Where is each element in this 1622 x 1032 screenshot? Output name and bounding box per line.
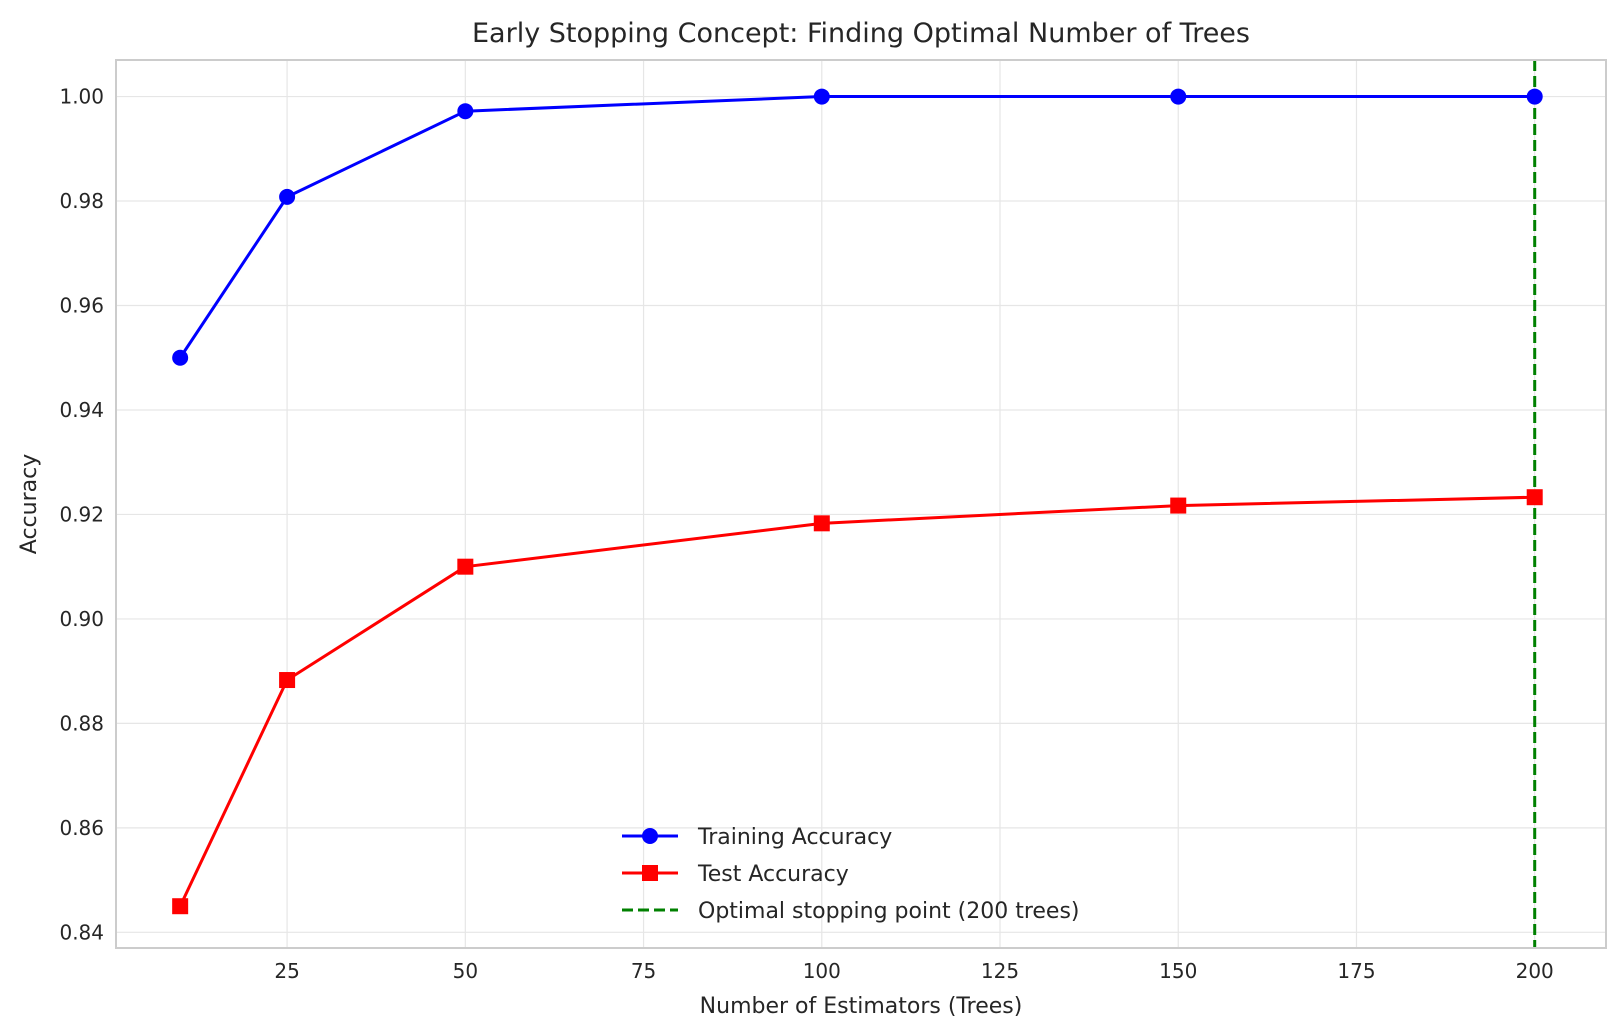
- x-axis: 25 50 75 100 125 150 175 200: [274, 959, 1553, 983]
- x-axis-label: Number of Estimators (Trees): [700, 994, 1023, 1019]
- training-accuracy-point: [457, 103, 474, 120]
- y-tick-label: 0.98: [59, 189, 104, 213]
- y-axis-label: Accuracy: [17, 454, 42, 554]
- test-accuracy-point: [813, 515, 830, 532]
- test-accuracy-point: [457, 558, 474, 575]
- y-tick-label: 0.84: [59, 920, 104, 944]
- legend-label: Optimal stopping point (200 trees): [698, 899, 1080, 924]
- test-accuracy-point: [1170, 497, 1187, 514]
- y-tick-label: 1.00: [59, 85, 104, 109]
- plot-frame: [115, 59, 1607, 949]
- y-tick-label: 0.94: [59, 398, 104, 422]
- test-accuracy-point: [172, 898, 189, 915]
- training-accuracy-point: [172, 349, 189, 366]
- x-tick-label: 150: [1159, 959, 1197, 983]
- y-axis: 0.84 0.86 0.88 0.90 0.92 0.94 0.96 0.98 1.00: [59, 85, 104, 945]
- legend-marker: [642, 865, 658, 881]
- training-accuracy-point: [1170, 88, 1187, 105]
- training-accuracy-point: [279, 188, 296, 205]
- series-layer: [172, 88, 1543, 915]
- x-tick-label: 200: [1516, 959, 1554, 983]
- x-tick-label: 125: [981, 959, 1019, 983]
- legend: Training Accuracy Test Accuracy Optimal st…: [622, 825, 1080, 924]
- legend-label: Test Accuracy: [697, 862, 849, 887]
- y-tick-label: 0.92: [59, 502, 104, 526]
- x-tick-label: 175: [1337, 959, 1375, 983]
- grid: [116, 60, 1606, 948]
- y-tick-label: 0.88: [59, 711, 104, 735]
- series-line-1: [178, 495, 1535, 907]
- y-tick-label: 0.86: [59, 816, 104, 840]
- training-accuracy-point: [1526, 88, 1543, 105]
- legend-label: Training Accuracy: [697, 825, 892, 850]
- y-tick-label: 0.90: [59, 607, 104, 631]
- x-tick-label: 100: [803, 959, 841, 983]
- x-tick-label: 75: [631, 959, 656, 983]
- y-tick-label: 0.96: [59, 294, 104, 318]
- x-tick-label: 25: [274, 959, 299, 983]
- training-accuracy-point: [813, 88, 830, 105]
- legend-marker: [642, 828, 658, 844]
- chart-title: Early Stopping Concept: Finding Optimal …: [472, 18, 1250, 49]
- series-line-0: [178, 95, 1535, 359]
- test-accuracy-point: [279, 672, 296, 689]
- test-accuracy-point: [1526, 489, 1543, 506]
- x-tick-label: 50: [453, 959, 478, 983]
